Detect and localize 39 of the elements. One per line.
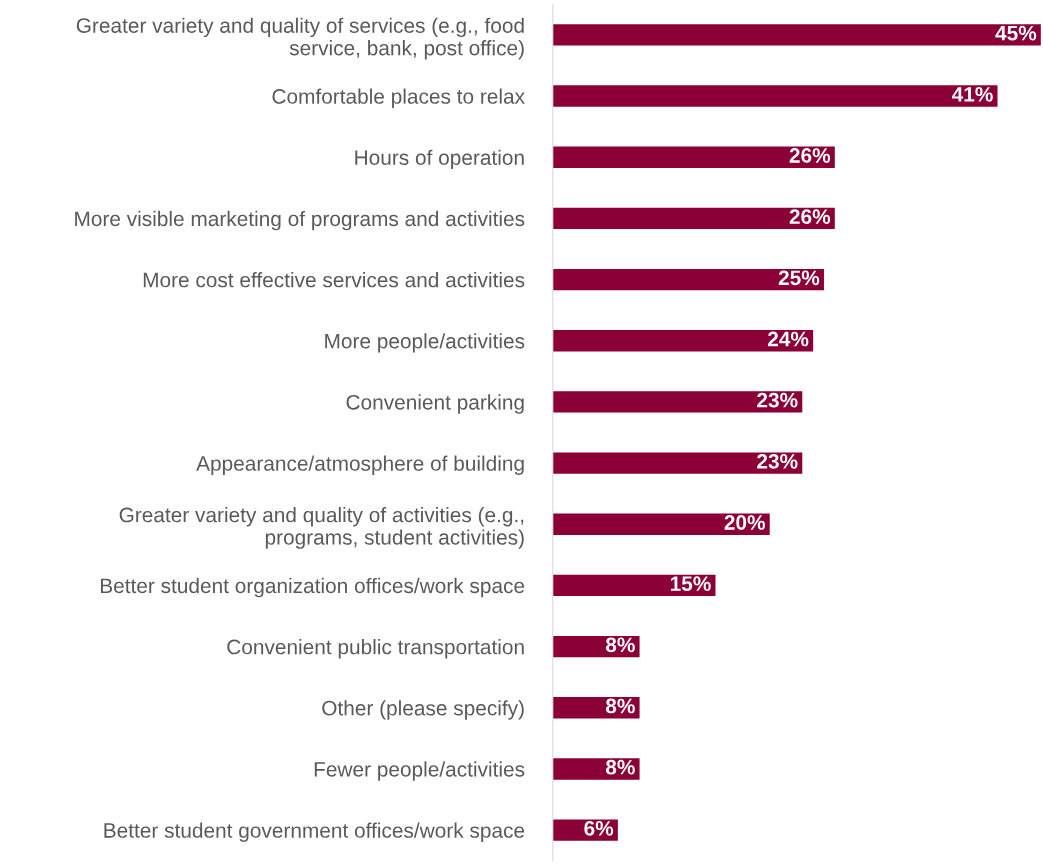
data-label: 23%: [757, 392, 798, 408]
data-label: 45%: [995, 25, 1037, 41]
y-tick-label: Comfortable places to relax: [272, 88, 525, 108]
y-tick-label: Convenient parking: [346, 394, 524, 414]
y-tick-label: Greater variety and quality of services (e.g., food service, bank, post office): [76, 17, 524, 60]
bar: [552, 452, 803, 474]
y-tick-label: Fewer people/activities: [314, 761, 525, 781]
data-label: 23%: [757, 453, 798, 469]
bar: [552, 85, 998, 107]
y-tick-label: Other (please specify): [322, 700, 524, 720]
y-tick-label: More people/activities: [325, 333, 525, 353]
data-label: 25%: [778, 270, 820, 286]
bar: [552, 146, 835, 168]
y-tick-label: More visible marketing of programs and activities: [75, 210, 525, 231]
data-label: 8%: [605, 637, 635, 653]
data-label: 26%: [789, 148, 831, 163]
bar: [552, 207, 835, 230]
bar: [552, 268, 824, 291]
bar: [552, 758, 640, 780]
y-tick-label: Appearance/atmosphere of building: [196, 455, 524, 475]
bar: [552, 391, 803, 413]
data-label: 8%: [605, 759, 635, 775]
y-tick-label: Better student government offices/work space: [104, 822, 525, 842]
y-tick-label: Better student organization offices/work space: [100, 577, 525, 598]
y-tick-label: Hours of operation: [355, 149, 524, 170]
bar: [552, 513, 770, 535]
y-tick-label: Greater variety and quality of activities (e.g., programs, student activities): [119, 506, 524, 549]
bar: [552, 574, 716, 597]
y-tick-label: Convenient public transportation: [227, 639, 524, 659]
data-label: 8%: [605, 698, 635, 714]
y-tick-label: More cost effective services and activities: [143, 272, 525, 288]
data-label: 24%: [767, 331, 809, 347]
data-label: 26%: [789, 209, 831, 224]
bar: [552, 330, 814, 352]
data-label: 20%: [724, 515, 766, 530]
bar: [552, 24, 1041, 46]
data-label: 6%: [584, 820, 614, 836]
data-label: 41%: [951, 86, 993, 102]
data-label: 15%: [670, 576, 711, 592]
